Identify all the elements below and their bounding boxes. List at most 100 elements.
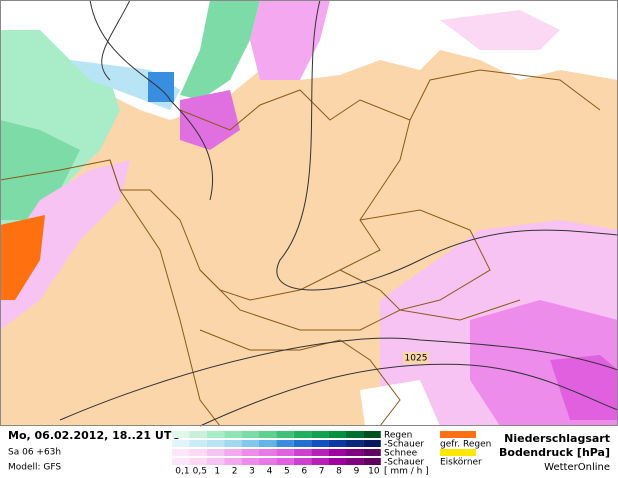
legend-cell	[259, 458, 277, 465]
sea-south	[360, 380, 440, 426]
legend-cell	[276, 431, 294, 438]
legend-cell	[241, 458, 259, 465]
legend-cell	[189, 431, 207, 438]
legend-cell	[189, 449, 207, 456]
snow-east-heavy	[550, 355, 618, 420]
legend-cell	[276, 440, 294, 447]
scale-label: 5	[284, 467, 290, 477]
legend-cell	[363, 440, 381, 447]
scale-label: 0,5	[193, 467, 207, 477]
legend-cell	[206, 449, 225, 456]
legend-cell	[346, 458, 364, 465]
rain-area-dark	[0, 120, 80, 220]
legend-cell	[259, 431, 277, 438]
isobar-label: 1025	[405, 354, 428, 364]
border-austria	[199, 269, 521, 331]
border-poland	[409, 69, 601, 121]
legend-cell	[311, 440, 329, 447]
scale-label: 1	[214, 467, 220, 477]
scale-label: 9	[354, 467, 360, 477]
snow	[250, 0, 330, 80]
legend-cell	[293, 449, 312, 456]
legend-cell	[259, 440, 277, 447]
ice-pellets-label: Eiskörner	[440, 458, 482, 468]
legend-cell	[224, 431, 242, 438]
scale-label: 8	[336, 467, 342, 477]
legend-cell	[172, 431, 190, 438]
scale-label: 6	[301, 467, 307, 477]
isobar	[101, 0, 131, 81]
legend-cell	[328, 431, 346, 438]
legend-cell	[189, 458, 207, 465]
legend-cell	[311, 431, 329, 438]
scale-label: 2	[232, 467, 238, 477]
ice-pellets-swatch	[440, 449, 476, 456]
forecast: Sa 06 +63h	[8, 448, 61, 458]
snow-north	[440, 10, 560, 50]
legend-cell	[241, 431, 259, 438]
border-czech	[339, 209, 491, 311]
legend-cell	[241, 440, 259, 447]
scale-label: 0,1	[175, 467, 189, 477]
brand: WetterOnline	[544, 462, 610, 473]
legend-cell	[363, 431, 381, 438]
legend-cell	[346, 449, 364, 456]
legend-cell	[224, 440, 242, 447]
rain-area-north	[180, 0, 260, 100]
legend-cell	[189, 440, 207, 447]
legend-cell	[172, 458, 190, 465]
legend-cell	[293, 440, 312, 447]
legend-cell	[206, 440, 225, 447]
snow-west	[0, 160, 130, 330]
isobar	[59, 337, 618, 421]
isobar	[199, 363, 618, 427]
legend-cell	[293, 458, 312, 465]
legend-cell	[328, 458, 346, 465]
legend-cell	[346, 440, 364, 447]
legend-cell	[346, 431, 364, 438]
legend-unit: [ mm / h ]	[384, 467, 429, 477]
showers-heavy	[148, 72, 174, 102]
legend-cell	[293, 431, 312, 438]
legend-cell	[328, 449, 346, 456]
legend-cell	[311, 458, 329, 465]
scale-label: 3	[249, 467, 255, 477]
border-france	[0, 159, 221, 427]
legend-cell	[206, 458, 225, 465]
isobar-label-bg	[403, 352, 429, 364]
legend-cell	[224, 458, 242, 465]
legend-row: -Schauer	[384, 440, 424, 450]
scale-label: 10	[368, 467, 380, 477]
legend-row: Regen	[384, 431, 412, 441]
legend-cell	[276, 449, 294, 456]
legend-cell	[224, 449, 242, 456]
isobar	[89, 0, 214, 201]
legend-cell	[259, 449, 277, 456]
border-germany	[109, 89, 411, 301]
info-title: Niederschlagsart	[504, 432, 610, 445]
legend-cell	[206, 431, 225, 438]
freezing-rain-label: gefr. Regen	[440, 440, 491, 450]
isobar	[276, 0, 618, 291]
freezing-rain	[0, 215, 45, 300]
border-alps	[199, 329, 401, 427]
info-subtitle: Bodendruck [hPa]	[499, 446, 610, 459]
model: Modell: GFS	[8, 463, 61, 473]
legend-cell	[276, 458, 294, 465]
scale-label: 7	[319, 467, 325, 477]
snow-heavy	[180, 90, 240, 150]
map: 1025	[0, 0, 618, 427]
scale-label: 4	[267, 467, 273, 477]
legend-cell	[363, 449, 381, 456]
footer: Mo, 06.02.2012, 18..21 UTC Sa 06 +63h Mo…	[8, 429, 610, 477]
legend-cell	[363, 458, 381, 465]
legend-cell	[241, 449, 259, 456]
legend-row: -Schauer	[384, 458, 424, 468]
legend-cell	[172, 440, 190, 447]
legend-cell	[311, 449, 329, 456]
legend-cell	[328, 440, 346, 447]
legend-row: Schnee	[384, 449, 418, 459]
legend-cell	[172, 449, 190, 456]
